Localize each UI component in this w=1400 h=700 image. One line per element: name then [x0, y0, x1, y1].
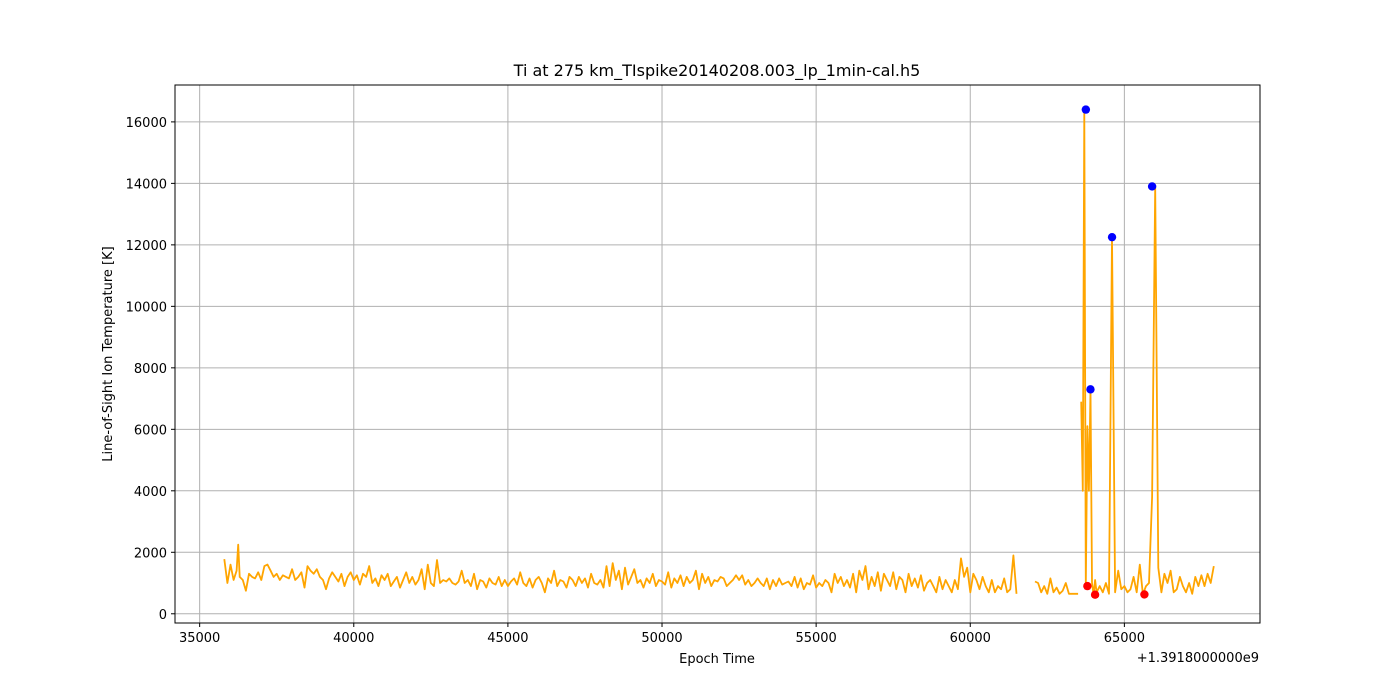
x-axis-label: Epoch Time	[679, 652, 755, 667]
y-tick-label: 8000	[134, 362, 167, 377]
y-tick-label: 16000	[126, 116, 167, 131]
y-tick-label: 2000	[134, 546, 167, 561]
chart-title: Ti at 275 km_TIspike20140208.003_lp_1min…	[513, 61, 921, 81]
x-axis-offset-label: +1.3918000000e9	[1137, 651, 1259, 666]
trough-marker	[1090, 590, 1100, 599]
marker-points	[1081, 105, 1157, 599]
x-tick-label: 60000	[950, 631, 991, 646]
series-line-segment	[223, 543, 1018, 594]
peak-marker	[1081, 105, 1091, 114]
y-axis-label: Line-of-Sight Ion Temperature [K]	[101, 246, 116, 461]
x-axis-ticks: 35000 40000 45000 50000 55000 60000 65000	[179, 623, 1145, 646]
y-tick-label: 4000	[134, 485, 167, 500]
y-tick-label: 10000	[126, 300, 167, 315]
grid-lines	[175, 85, 1260, 623]
series-line-segment	[1034, 577, 1079, 595]
y-axis-ticks: 0 2000 4000 6000 8000 10000 12000 14000 16000	[126, 116, 175, 623]
peak-marker	[1147, 182, 1157, 191]
x-tick-label: 55000	[795, 631, 836, 646]
axes-frame	[174, 84, 1261, 624]
trough-marker	[1140, 590, 1149, 599]
y-tick-label: 0	[159, 608, 167, 623]
x-tick-label: 35000	[179, 631, 220, 646]
peak-marker	[1107, 232, 1117, 242]
plot-area	[223, 105, 1215, 599]
y-tick-label: 12000	[126, 239, 167, 254]
peak-marker	[1086, 385, 1095, 394]
x-tick-label: 50000	[641, 631, 682, 646]
x-tick-label: 45000	[487, 631, 528, 646]
y-tick-label: 14000	[126, 177, 167, 192]
x-tick-label: 65000	[1104, 631, 1145, 646]
trough-marker	[1083, 581, 1092, 591]
x-tick-label: 40000	[333, 631, 374, 646]
y-tick-label: 6000	[134, 423, 167, 438]
